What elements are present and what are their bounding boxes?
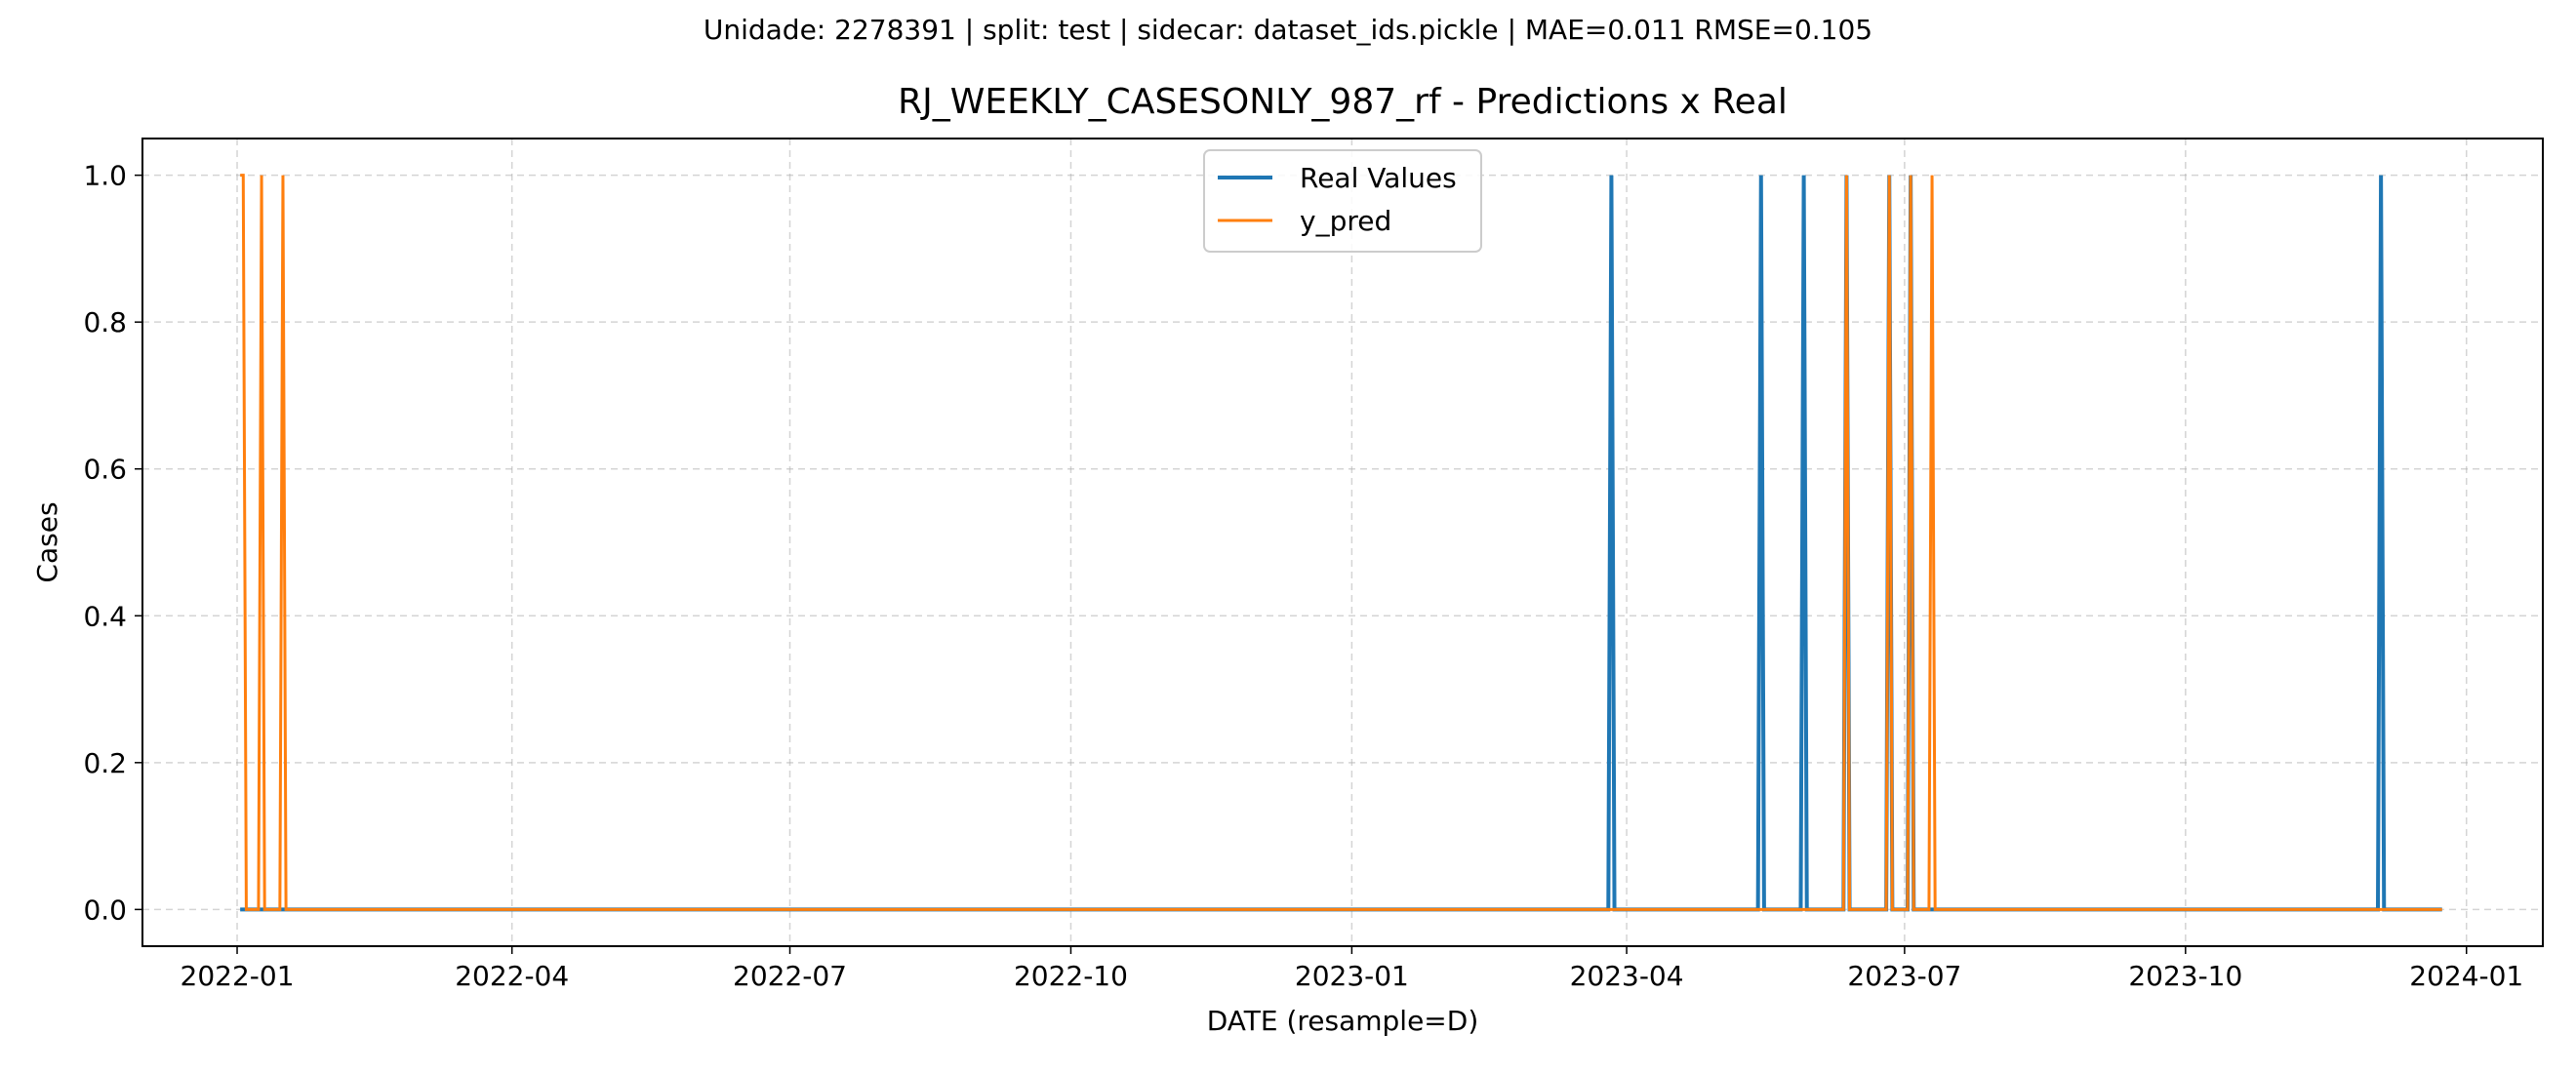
plot-frame [141, 138, 2544, 947]
legend-label-real-values: Real Values [1300, 162, 1457, 194]
legend-box [1203, 149, 1482, 253]
chart-title: RJ_WEEKLY_CASESONLY_987_rf - Predictions… [898, 82, 1788, 122]
y-tick-label-2: 0.4 [83, 600, 127, 632]
y-tick-label-3: 0.6 [83, 454, 127, 486]
x-tick-label-1: 2022-04 [455, 960, 569, 992]
tick-layer: 2022-01 2022-04 2022-07 2022-10 2023-01 2023-… [83, 160, 2523, 992]
y-tick-label-0: 0.0 [83, 894, 127, 926]
y-axis-label: Cases [31, 501, 63, 582]
x-tick-label-8: 2024-01 [2409, 960, 2523, 992]
series-line-y-pred [240, 174, 2442, 911]
legend-label-y-pred: y_pred [1300, 205, 1391, 237]
series-line-real-values [240, 175, 2442, 912]
figure-suptitle: Unidade: 2278391 | split: test | sidecar… [703, 14, 1873, 46]
x-tick-label-3: 2022-10 [1014, 960, 1128, 992]
x-tick-label-0: 2022-01 [181, 960, 295, 992]
x-axis-label: DATE (resample=D) [1207, 1005, 1479, 1037]
y-tick-label-5: 1.0 [83, 160, 127, 192]
x-tick-label-5: 2023-04 [1570, 960, 1684, 992]
x-tick-label-2: 2022-07 [733, 960, 847, 992]
x-tick-label-4: 2023-01 [1295, 960, 1409, 992]
x-tick-label-7: 2023-10 [2128, 960, 2242, 992]
x-tick-label-6: 2023-07 [1847, 960, 1961, 992]
grid-layer [142, 139, 2543, 946]
y-tick-label-4: 0.8 [83, 306, 127, 338]
y-tick-label-1: 0.2 [83, 747, 127, 779]
legend: Real Values y_pred [1203, 149, 1482, 253]
series-layer [240, 174, 2442, 912]
